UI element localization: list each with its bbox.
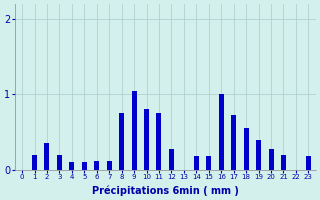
Bar [256, 140, 261, 170]
Bar [132, 91, 137, 170]
Bar [57, 155, 62, 170]
Bar [32, 155, 37, 170]
X-axis label: Précipitations 6min ( mm ): Précipitations 6min ( mm ) [92, 185, 239, 196]
Bar [194, 156, 199, 170]
Bar [219, 94, 224, 170]
Bar [69, 162, 74, 170]
Bar [281, 155, 286, 170]
Bar [44, 143, 49, 170]
Bar [94, 161, 99, 170]
Bar [206, 156, 211, 170]
Bar [169, 149, 174, 170]
Bar [268, 149, 274, 170]
Bar [156, 113, 162, 170]
Bar [107, 161, 112, 170]
Bar [144, 109, 149, 170]
Bar [119, 113, 124, 170]
Bar [306, 156, 311, 170]
Bar [82, 162, 87, 170]
Bar [244, 128, 249, 170]
Bar [231, 115, 236, 170]
